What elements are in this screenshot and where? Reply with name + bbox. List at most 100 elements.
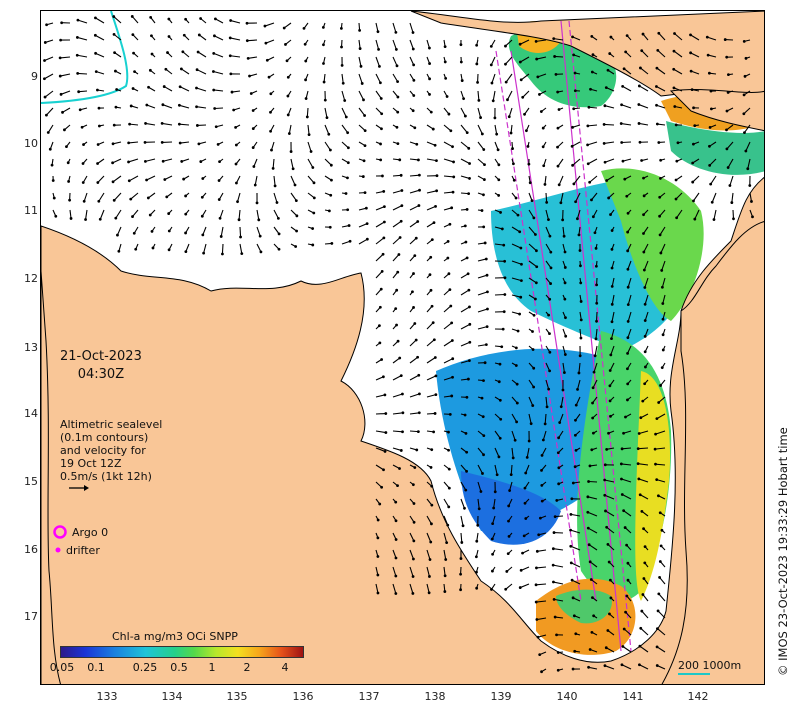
velocity-arrow-head [428, 62, 431, 65]
velocity-arrow-head [245, 39, 249, 43]
velocity-arrow-head [434, 204, 437, 208]
velocity-arrow-head [346, 131, 350, 135]
velocity-arrow [273, 209, 279, 219]
velocity-arrow-head [742, 93, 746, 97]
colorbar-tick: 0.25 [132, 661, 158, 674]
velocity-arrow [341, 124, 349, 133]
velocity-arrow [95, 52, 105, 58]
velocity-arrow-head [343, 99, 347, 102]
velocity-arrow-head [521, 95, 525, 99]
velocity-arrow-head [491, 522, 495, 526]
depth-scale-label: 200 1000m [678, 659, 742, 672]
velocity-arrow-head [144, 159, 147, 163]
velocity-arrow-head [221, 252, 224, 256]
velocity-arrow-head [465, 208, 469, 211]
velocity-arrow-head [709, 182, 713, 186]
velocity-arrow-head [165, 195, 169, 199]
velocity-arrow-head [606, 629, 610, 632]
velocity-arrow-head [199, 17, 203, 20]
velocity-arrow-head [344, 192, 348, 195]
velocity-arrow-head [295, 214, 299, 218]
velocity-arrow-head [446, 523, 450, 527]
velocity-arrow-head [399, 173, 403, 177]
velocity-arrow [98, 192, 105, 202]
velocity-arrow [145, 158, 156, 162]
velocity-arrow [197, 51, 207, 58]
velocity-arrow-head [561, 218, 565, 222]
velocity-arrow-head [162, 85, 166, 88]
velocity-arrow-head [579, 264, 582, 268]
velocity-arrow [69, 209, 72, 219]
velocity-arrow-head [246, 56, 250, 60]
velocity-arrow [508, 107, 513, 117]
velocity-arrow-head [60, 21, 64, 25]
velocity-arrow [392, 375, 402, 381]
velocity-arrow-head [396, 110, 400, 114]
velocity-arrow-head [111, 161, 115, 165]
velocity-arrow-head [495, 132, 499, 136]
colorbar-title: Chl-a mg/m3 OCi SNPP [112, 630, 238, 643]
velocity-arrow-head [518, 42, 522, 46]
velocity-arrow [112, 158, 122, 164]
velocity-arrow-head [643, 350, 647, 354]
velocity-arrow-head [131, 33, 135, 37]
velocity-arrow [571, 562, 581, 568]
velocity-arrow [657, 628, 666, 636]
velocity-arrow-head [97, 199, 101, 203]
velocity-arrow-head [237, 218, 241, 222]
velocity-arrow [587, 496, 598, 500]
velocity-arrow-head [380, 112, 384, 116]
velocity-arrow [494, 464, 498, 475]
velocity-arrow-head [450, 339, 454, 342]
velocity-arrow-head [150, 34, 153, 38]
velocity-arrow-head [394, 592, 398, 595]
velocity-arrow-head [595, 301, 599, 305]
velocity-arrow-head [515, 420, 519, 424]
velocity-arrow [511, 430, 516, 441]
velocity-arrow-head [252, 165, 256, 168]
velocity-arrow-head [257, 218, 261, 222]
velocity-arrow [494, 447, 500, 458]
velocity-arrow-head [381, 375, 385, 379]
velocity-arrow [307, 124, 310, 135]
velocity-arrow-head [637, 122, 641, 125]
velocity-arrow-head [538, 93, 541, 96]
velocity-arrow-head [435, 189, 439, 193]
velocity-arrow-head [674, 178, 678, 182]
map-frame[interactable] [40, 10, 765, 685]
velocity-arrow [545, 396, 548, 407]
velocity-arrow [341, 107, 347, 118]
velocity-arrow [610, 328, 615, 339]
velocity-arrow-head [236, 200, 239, 204]
velocity-arrow [511, 447, 514, 458]
velocity-arrow-head [467, 359, 471, 363]
velocity-arrow-head [743, 74, 747, 78]
velocity-arrow-head [626, 351, 629, 355]
velocity-arrow-head [376, 518, 380, 522]
velocity-arrow [604, 123, 615, 126]
velocity-arrow-head [742, 112, 746, 116]
velocity-arrow-head [657, 141, 661, 144]
velocity-arrow-head [621, 84, 625, 88]
velocity-arrow-head [507, 519, 510, 523]
velocity-arrow [375, 56, 380, 67]
velocity-arrow-head [573, 89, 577, 93]
velocity-arrow-head [112, 198, 116, 202]
velocity-arrow [460, 532, 463, 543]
velocity-arrow-head [197, 33, 201, 37]
velocity-arrow [375, 73, 381, 84]
velocity-arrow-head [376, 573, 380, 577]
velocity-arrow-head [620, 447, 624, 451]
velocity-arrow-head [463, 224, 467, 228]
velocity-arrow-head [485, 273, 489, 277]
velocity-arrow-head [216, 142, 220, 146]
velocity-arrow-head [674, 123, 678, 127]
map-canvas[interactable] [41, 11, 765, 685]
velocity-arrow-head [475, 539, 479, 543]
velocity-arrow [77, 19, 88, 24]
velocity-arrow-head [626, 303, 630, 307]
velocity-arrow [358, 238, 368, 245]
velocity-arrow-head [443, 574, 447, 578]
velocity-arrow-head [519, 295, 523, 299]
velocity-arrow [562, 362, 565, 373]
